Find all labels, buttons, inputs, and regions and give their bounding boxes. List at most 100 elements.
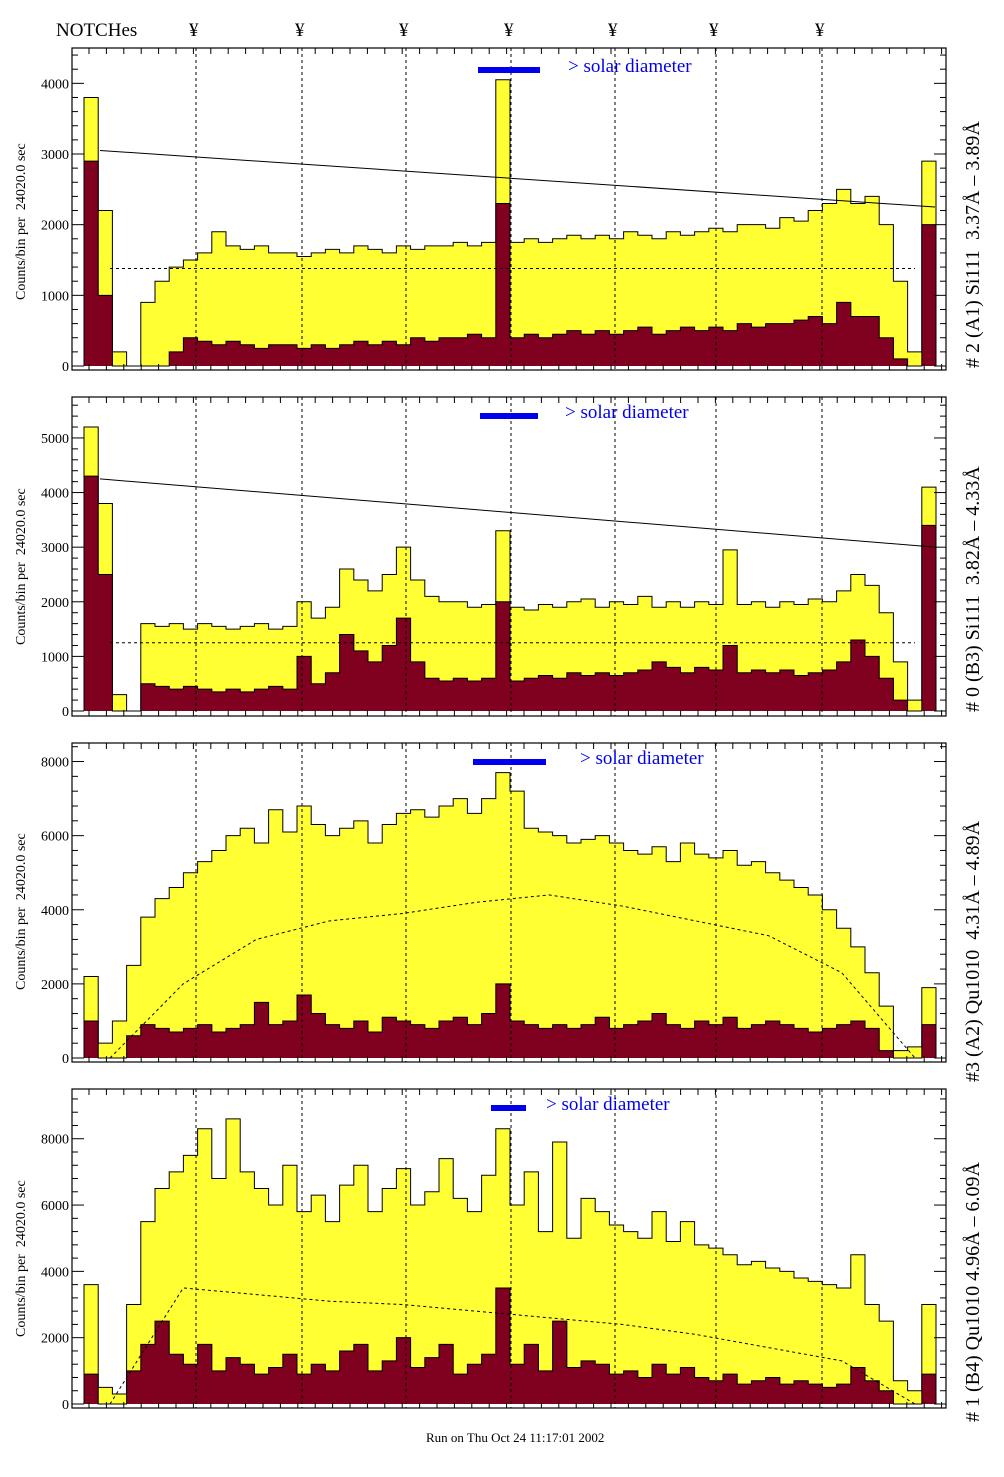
bar-total xyxy=(226,245,241,366)
bar-dark xyxy=(552,334,568,366)
bar-total xyxy=(708,857,724,1058)
bar-dark xyxy=(623,330,639,366)
bar-dark xyxy=(694,1020,710,1058)
bar-total xyxy=(268,1205,284,1404)
y-tick-label: 0 xyxy=(62,705,69,720)
panel-2: 0 1000 2000 3000 4000 5000 xyxy=(41,396,947,720)
bar-dark xyxy=(921,525,937,711)
bar-dark xyxy=(581,1024,596,1058)
bar-total xyxy=(197,861,213,1058)
bar-dark xyxy=(879,678,894,711)
bar-dark xyxy=(197,1024,213,1058)
bar-total xyxy=(765,1268,781,1404)
y-tick-label: 5000 xyxy=(41,432,69,447)
series-total xyxy=(83,772,937,1058)
bar-dark xyxy=(737,1384,752,1404)
bar-total xyxy=(907,351,923,366)
bar-dark xyxy=(723,645,738,711)
bar-total xyxy=(297,1211,312,1404)
bar-dark xyxy=(282,1020,298,1058)
y-tick-label: 4000 xyxy=(41,487,69,502)
bar-total xyxy=(907,700,923,711)
bar-dark xyxy=(765,672,781,711)
bar-total xyxy=(183,872,198,1058)
solar-diameter-bar xyxy=(473,759,546,765)
bar-total xyxy=(808,894,823,1058)
bar-dark xyxy=(794,675,809,711)
outline-dark xyxy=(83,475,937,712)
panel-1: 0 1000 2000 3000 4000 xyxy=(41,47,947,375)
plot-frame xyxy=(71,396,947,717)
bar-dark xyxy=(268,1367,284,1404)
bar-dark xyxy=(481,337,497,366)
bar-total xyxy=(765,872,781,1058)
bar-dark xyxy=(666,330,681,366)
y-tick-label: 4000 xyxy=(41,77,69,92)
panel-3: 0 2000 4000 6000 8000 xyxy=(41,742,947,1067)
bar-dark xyxy=(268,344,284,366)
bar-total xyxy=(325,249,340,366)
bar-total xyxy=(282,1165,298,1404)
bar-dark xyxy=(808,1032,823,1058)
y-tick-label: 4000 xyxy=(41,904,69,919)
bar-dark xyxy=(510,1020,525,1058)
bar-total xyxy=(439,806,454,1058)
bar-dark xyxy=(510,337,525,366)
bar-dark xyxy=(382,1017,397,1058)
bar-dark xyxy=(481,1013,497,1058)
bar-dark xyxy=(410,1024,426,1058)
bar-total xyxy=(893,661,908,711)
bar-dark xyxy=(737,323,752,366)
bar-dark xyxy=(623,672,639,711)
bar-dark xyxy=(694,1377,710,1404)
bar-dark xyxy=(439,337,454,366)
bar-dark xyxy=(325,672,340,711)
bar-dark xyxy=(637,327,653,366)
panel-title-1: # 2 (A1) Si111 3.37Å – 3.89Å xyxy=(962,121,984,368)
bar-dark xyxy=(794,1380,809,1404)
notch-marker-5: ¥ xyxy=(608,20,618,41)
bar-total xyxy=(410,809,426,1058)
plot-frame xyxy=(71,742,947,1063)
bar-dark xyxy=(879,1390,894,1404)
bar-dark xyxy=(396,618,411,711)
bar-dark xyxy=(808,1384,823,1404)
bar-total xyxy=(751,861,766,1058)
bar-total xyxy=(353,245,369,366)
bar-total xyxy=(467,1211,482,1404)
bar-dark xyxy=(297,348,312,366)
bar-dark xyxy=(424,341,440,366)
bar-dark xyxy=(439,1020,454,1058)
solar-diameter-bar xyxy=(491,1105,526,1111)
bar-dark xyxy=(339,344,355,366)
bar-total xyxy=(240,626,255,711)
bar-total xyxy=(396,245,411,366)
bar-dark xyxy=(566,672,582,711)
solar-diameter-legend-1: > solar diameter xyxy=(568,56,692,77)
bar-total xyxy=(282,831,298,1058)
bar-total xyxy=(382,252,397,366)
bar-dark xyxy=(822,1387,837,1404)
bar-dark xyxy=(211,691,227,711)
bar-dark xyxy=(453,1017,468,1058)
bar-dark xyxy=(865,1380,880,1404)
bar-dark xyxy=(680,1367,695,1404)
bar-dark xyxy=(325,1370,340,1404)
bar-dark xyxy=(865,656,880,711)
bar-dark xyxy=(495,1287,511,1404)
bar-dark xyxy=(382,341,397,366)
bar-total xyxy=(98,1043,113,1058)
bar-dark xyxy=(581,1360,596,1404)
bar-total xyxy=(552,835,568,1058)
y-tick-label: 6000 xyxy=(41,1199,69,1214)
bar-dark xyxy=(666,1374,681,1404)
bar-total xyxy=(155,281,170,366)
bar-total xyxy=(396,813,411,1058)
bar-total xyxy=(368,843,383,1058)
bar-total xyxy=(865,1304,880,1404)
bar-total xyxy=(226,835,241,1058)
bar-dark xyxy=(453,337,468,366)
bar-dark xyxy=(680,672,695,711)
bar-total xyxy=(382,824,397,1058)
y-axis-label-4: Counts/bin per 24020.0 sec xyxy=(14,1180,29,1337)
